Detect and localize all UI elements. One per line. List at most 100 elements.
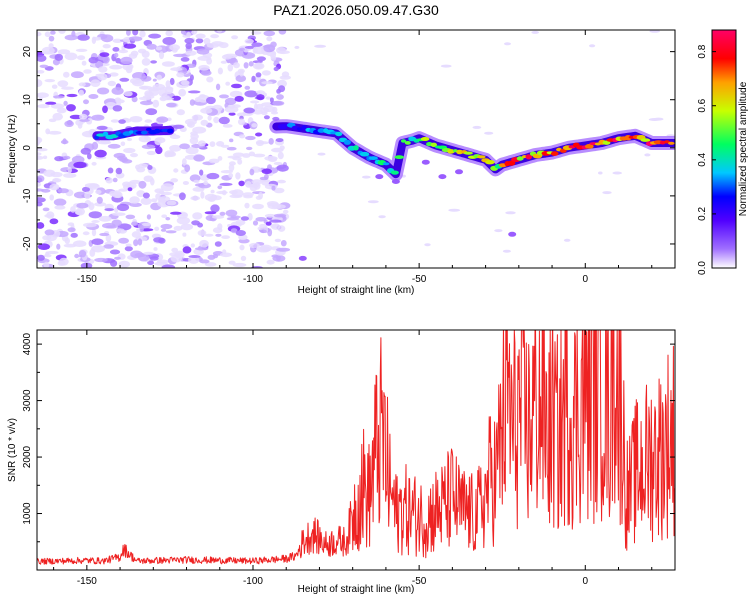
noise-blob [162,37,176,45]
noise-blob [224,106,239,113]
noise-blob [193,179,200,184]
figure-title: PAZ1.2026.050.09.47.G30 [273,2,439,18]
noise-blob [239,244,245,251]
noise-blob [184,118,197,125]
noise-blob [225,209,238,217]
noise-blob [277,151,284,160]
noise-blob [246,146,253,151]
noise-blob [165,230,177,234]
noise-blob [96,125,108,130]
ridge-cell [430,142,437,147]
y-tick-label: 4000 [22,333,33,356]
noise-blob [294,45,300,49]
noise-blob [150,60,158,64]
noise-blob [277,79,287,88]
ridge-cell [353,145,359,151]
ridge-cell [447,149,455,154]
noise-blob [116,228,125,234]
noise-blob [91,141,99,150]
noise-blob [141,222,152,227]
noise-blob [128,36,143,42]
noise-blob [141,50,150,58]
noise-blob [61,86,74,90]
noise-blob [217,223,223,231]
noise-blob [114,256,121,260]
noise-blob [147,260,155,266]
noise-blob [98,66,108,73]
noise-blob [210,34,220,39]
colorbar-gradient [711,29,737,269]
noise-blob [218,116,230,125]
noise-blob [225,81,231,86]
noise-blob [62,173,77,178]
noise-blob [186,31,191,38]
ridge-cell [359,151,370,157]
noise-blob [245,181,252,188]
noise-blob [179,143,191,150]
noise-blob [129,202,142,207]
noise-blob [81,60,87,66]
noise-blob [105,177,113,184]
noise-blob [37,197,46,203]
y-tick-label: 1000 [22,502,33,525]
noise-blob [216,141,225,147]
noise-blob [192,212,203,220]
noise-blob [125,243,132,247]
noise-blob [191,114,204,121]
ridge-blob [391,179,400,184]
noise-blob [83,222,97,228]
noise-blob [199,169,204,176]
noise-blob [78,89,85,96]
noise-blob [217,67,223,75]
noise-blob [115,167,123,175]
noise-blob [46,211,55,219]
noise-blob [317,152,326,156]
noise-blob [264,213,276,218]
y-tick-label: 2000 [22,445,33,468]
noise-blob [158,51,165,60]
noise-blob [79,113,88,120]
noise-blob [119,77,130,82]
noise-blob [123,91,133,97]
noise-blob [256,56,266,62]
noise-blob [187,90,201,94]
noise-blob [185,50,197,56]
noise-blob [272,204,286,210]
noise-blob [83,99,89,105]
noise-blob [112,105,123,112]
ridge-cell [640,138,651,142]
noise-blob [77,34,90,41]
noise-blob [268,138,274,145]
noise-blob [190,196,200,201]
noise-blob [145,108,158,116]
noise-blob [505,211,516,215]
noise-blob [133,239,139,247]
noise-blob [156,74,162,81]
noise-blob [130,250,143,259]
noise-blob [43,253,52,258]
noise-blob [504,42,511,46]
noise-blob [91,238,104,245]
noise-blob [66,93,78,98]
noise-blob [197,230,207,236]
noise-blob [138,135,151,143]
noise-blob [73,161,87,169]
noise-blob [140,85,149,90]
noise-blob [91,220,100,223]
heatmap-doppler-ridge [92,119,675,261]
spectrogram-xlabel: Height of straight line (km) [298,285,415,296]
noise-blob [184,164,191,172]
noise-blob [644,153,651,157]
noise-blob [228,161,236,166]
noise-blob [149,256,159,261]
noise-blob [231,35,239,40]
snr-y-axis: 1000 2000 3000 4000 [22,333,675,543]
noise-blob [125,65,133,74]
noise-blob [270,41,277,48]
noise-blob [197,140,206,147]
noise-blob [261,70,271,76]
noise-blob [64,120,74,128]
noise-blob [253,103,258,111]
noise-blob [171,247,179,253]
